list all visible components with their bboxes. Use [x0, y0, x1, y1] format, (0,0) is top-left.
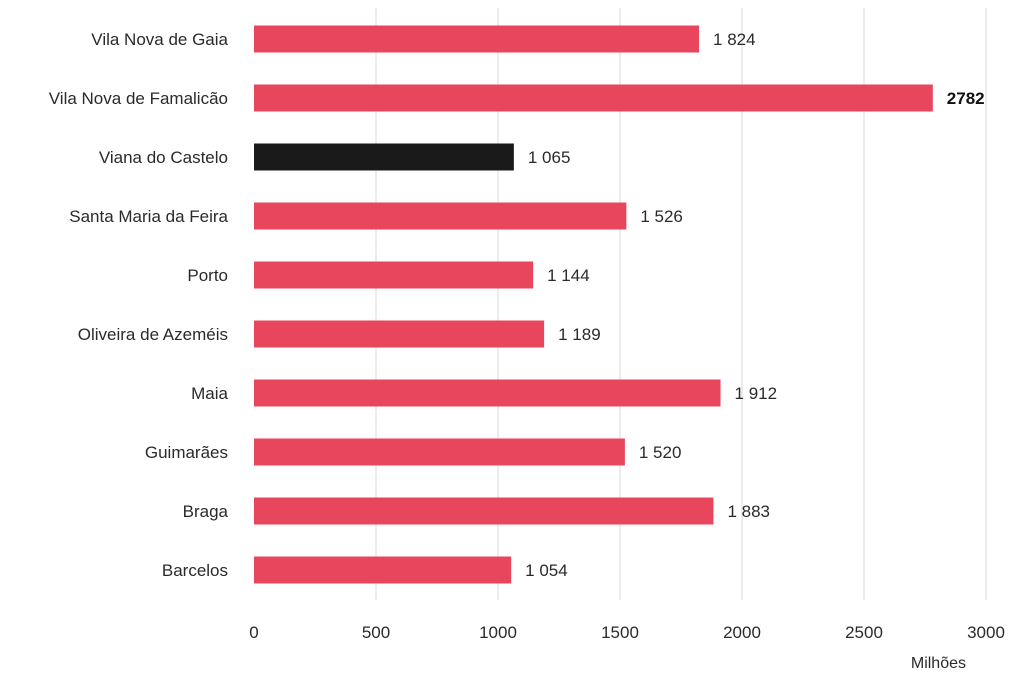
category-label: Braga [183, 502, 229, 521]
bars [254, 25, 933, 584]
x-tick-label: 0 [249, 623, 258, 642]
bar [254, 438, 625, 466]
category-label: Guimarães [145, 443, 228, 462]
category-labels: Vila Nova de Gaia Vila Nova de Famalicão V… [49, 30, 229, 580]
bar [254, 261, 534, 289]
bar [254, 497, 714, 525]
x-axis-ticks: 0 500 1000 1500 2000 2500 3000 [249, 623, 1005, 642]
x-tick-label: 500 [362, 623, 390, 642]
category-label: Viana do Castelo [99, 148, 228, 167]
bar [254, 84, 933, 112]
x-tick-label: 1500 [601, 623, 639, 642]
x-tick-label: 3000 [967, 623, 1005, 642]
data-label: 1 144 [547, 266, 590, 285]
data-label: 1 520 [639, 443, 682, 462]
bar [254, 379, 721, 407]
data-label: 1 189 [558, 325, 601, 344]
category-label: Oliveira de Azeméis [78, 325, 228, 344]
data-label: 1 054 [525, 561, 568, 580]
category-label: Vila Nova de Gaia [91, 30, 228, 49]
data-label: 1 883 [727, 502, 770, 521]
bar [254, 320, 545, 348]
value-labels: 1 824 2782 1 065 1 526 1 144 1 189 1 912 1 520 1… [525, 30, 984, 580]
bar [254, 202, 627, 230]
category-label: Barcelos [162, 561, 228, 580]
x-axis-label: Milhões [911, 655, 966, 672]
x-tick-label: 1000 [479, 623, 517, 642]
data-label: 1 912 [735, 384, 778, 403]
data-label: 1 526 [640, 207, 683, 226]
data-label: 1 065 [528, 148, 571, 167]
x-tick-label: 2500 [845, 623, 883, 642]
data-label: 2782 [947, 89, 985, 108]
category-label: Vila Nova de Famalicão [49, 89, 228, 108]
bar [254, 143, 514, 171]
category-label: Santa Maria da Feira [69, 207, 228, 226]
x-tick-label: 2000 [723, 623, 761, 642]
data-label: 1 824 [713, 30, 756, 49]
category-label: Porto [187, 266, 228, 285]
category-label: Maia [191, 384, 228, 403]
bar [254, 25, 700, 53]
bar [254, 556, 512, 584]
